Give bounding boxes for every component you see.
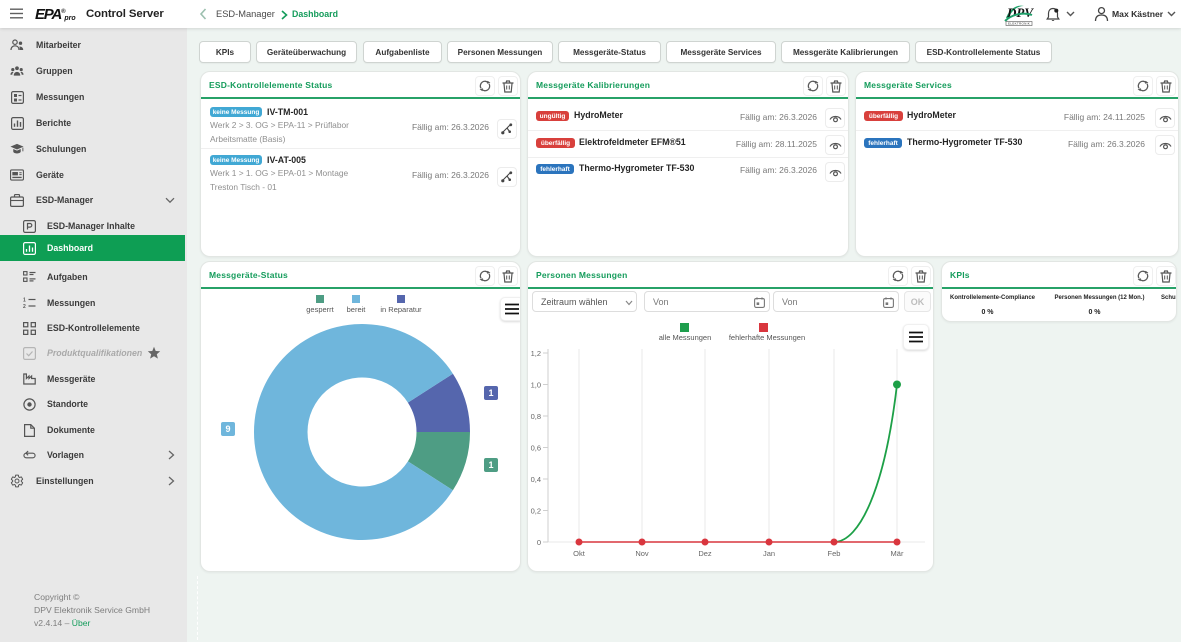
svg-text:0,4: 0,4 <box>531 475 541 484</box>
svg-text:1,0: 1,0 <box>531 381 541 390</box>
svg-text:Mär: Mär <box>891 549 904 558</box>
svg-text:Feb: Feb <box>828 549 841 558</box>
svg-text:Dez: Dez <box>698 549 712 558</box>
svg-text:0,6: 0,6 <box>531 444 541 453</box>
svg-text:1,2: 1,2 <box>531 349 541 358</box>
svg-text:Nov: Nov <box>635 549 649 558</box>
svg-text:0,2: 0,2 <box>531 507 541 516</box>
svg-text:0: 0 <box>537 538 541 547</box>
svg-text:2: 2 <box>23 304 26 309</box>
svg-text:ELEKTRONIK: ELEKTRONIK <box>1008 22 1030 26</box>
svg-text:Jan: Jan <box>763 549 775 558</box>
svg-text:Okt: Okt <box>573 549 586 558</box>
svg-text:0,8: 0,8 <box>531 412 541 421</box>
svg-text:1: 1 <box>23 298 26 304</box>
